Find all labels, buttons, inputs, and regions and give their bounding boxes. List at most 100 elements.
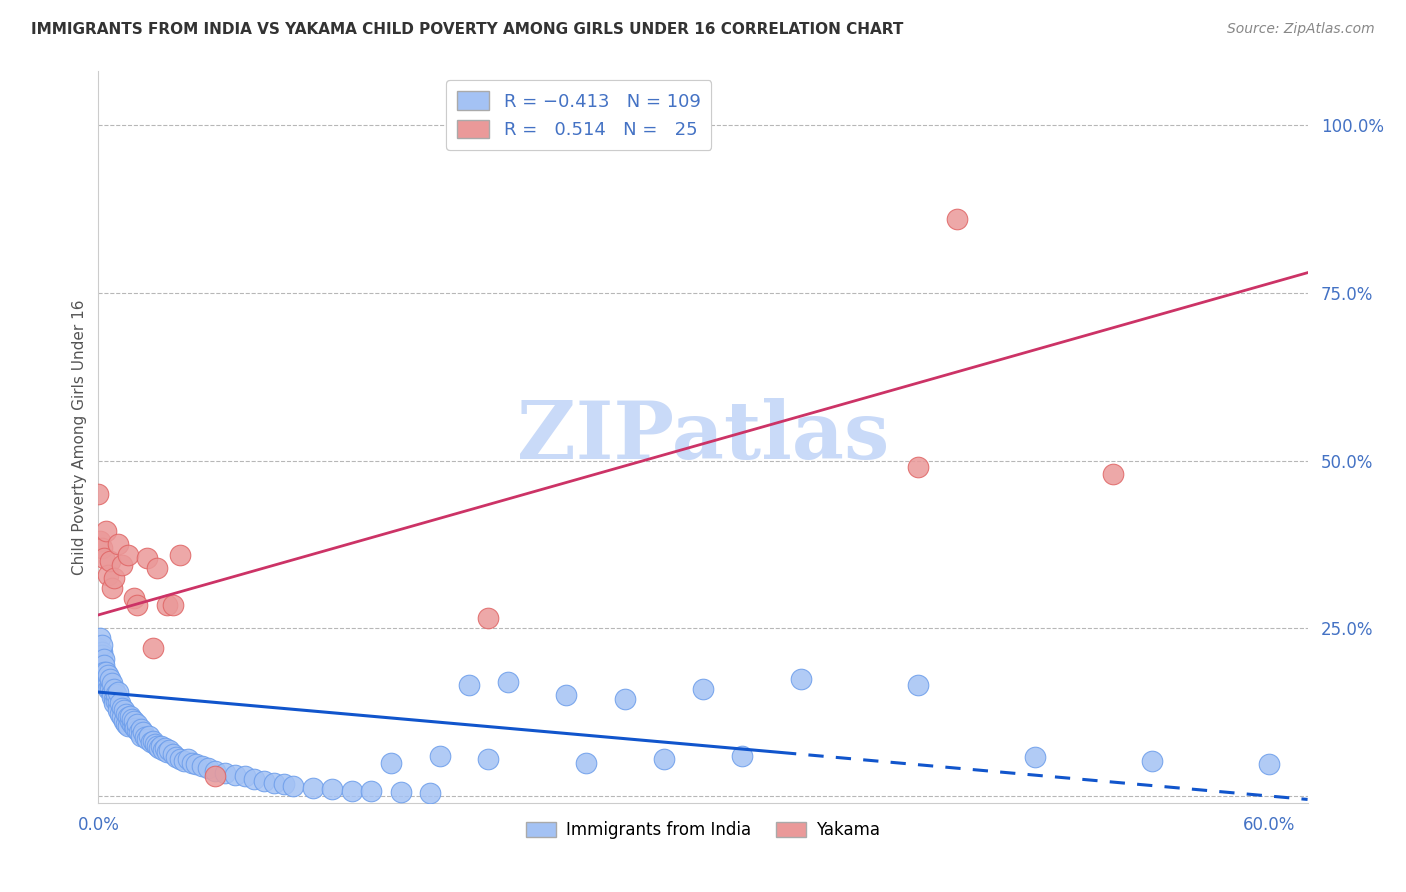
Point bbox=[148, 740, 170, 755]
Point bbox=[907, 678, 929, 692]
Point bbox=[134, 730, 156, 744]
Point bbox=[156, 746, 179, 760]
Point bbox=[107, 537, 129, 551]
Point bbox=[614, 691, 637, 706]
Point bbox=[91, 658, 114, 673]
Point bbox=[98, 681, 121, 695]
Point bbox=[197, 761, 219, 775]
Point bbox=[107, 685, 129, 699]
Point bbox=[157, 743, 180, 757]
Point bbox=[253, 774, 276, 789]
Point bbox=[114, 716, 136, 731]
Point bbox=[111, 710, 134, 724]
Point bbox=[575, 756, 598, 770]
Point bbox=[98, 672, 121, 686]
Point bbox=[87, 487, 110, 501]
Point bbox=[169, 752, 191, 766]
Point bbox=[389, 785, 412, 799]
Point bbox=[143, 737, 166, 751]
Point bbox=[111, 558, 134, 572]
Point bbox=[692, 681, 714, 696]
Point bbox=[104, 694, 127, 708]
Point bbox=[112, 714, 135, 728]
Point bbox=[263, 775, 285, 789]
Point bbox=[103, 681, 125, 696]
Point bbox=[121, 712, 143, 726]
Point bbox=[97, 567, 120, 582]
Point bbox=[117, 710, 139, 724]
Point bbox=[122, 714, 145, 728]
Point bbox=[360, 784, 382, 798]
Point bbox=[104, 687, 127, 701]
Point bbox=[945, 212, 967, 227]
Point bbox=[165, 750, 187, 764]
Point bbox=[91, 638, 114, 652]
Point bbox=[93, 550, 115, 565]
Point bbox=[87, 658, 110, 673]
Point bbox=[429, 748, 451, 763]
Point bbox=[169, 548, 191, 562]
Point bbox=[273, 777, 295, 791]
Point bbox=[91, 648, 114, 662]
Point bbox=[127, 723, 149, 738]
Point bbox=[173, 754, 195, 768]
Point bbox=[146, 739, 169, 753]
Point bbox=[108, 707, 131, 722]
Point bbox=[108, 697, 131, 711]
Point bbox=[101, 685, 124, 699]
Point bbox=[98, 554, 121, 568]
Point bbox=[132, 725, 155, 739]
Point bbox=[103, 691, 125, 706]
Point bbox=[97, 676, 120, 690]
Point bbox=[156, 598, 179, 612]
Point bbox=[224, 767, 246, 781]
Text: Source: ZipAtlas.com: Source: ZipAtlas.com bbox=[1227, 22, 1375, 37]
Point bbox=[731, 748, 754, 763]
Point bbox=[184, 756, 207, 771]
Point bbox=[93, 665, 115, 679]
Point bbox=[98, 683, 121, 698]
Point bbox=[204, 764, 226, 778]
Point bbox=[89, 632, 111, 646]
Point bbox=[96, 524, 118, 538]
Point bbox=[118, 714, 141, 728]
Point bbox=[87, 641, 110, 656]
Point bbox=[340, 783, 363, 797]
Point bbox=[555, 689, 578, 703]
Point bbox=[96, 678, 118, 692]
Point bbox=[96, 665, 118, 679]
Point bbox=[321, 782, 343, 797]
Point bbox=[907, 460, 929, 475]
Point bbox=[302, 780, 325, 795]
Point bbox=[162, 598, 184, 612]
Point bbox=[117, 548, 139, 562]
Point bbox=[93, 662, 115, 676]
Point bbox=[103, 697, 125, 711]
Point bbox=[122, 591, 145, 606]
Point bbox=[114, 707, 136, 722]
Point bbox=[139, 735, 162, 749]
Point bbox=[458, 678, 481, 692]
Point bbox=[128, 725, 150, 739]
Point bbox=[117, 718, 139, 732]
Point bbox=[91, 645, 114, 659]
Point bbox=[101, 581, 124, 595]
Point bbox=[101, 676, 124, 690]
Point bbox=[118, 708, 141, 723]
Point bbox=[204, 769, 226, 783]
Point bbox=[136, 550, 159, 565]
Point bbox=[89, 655, 111, 669]
Point bbox=[138, 729, 160, 743]
Point bbox=[380, 756, 402, 770]
Point bbox=[149, 739, 172, 753]
Point bbox=[91, 541, 114, 555]
Y-axis label: Child Poverty Among Girls Under 16: Child Poverty Among Girls Under 16 bbox=[72, 300, 87, 574]
Text: ZIPatlas: ZIPatlas bbox=[517, 398, 889, 476]
Point bbox=[124, 721, 146, 735]
Point bbox=[477, 752, 499, 766]
Point bbox=[127, 598, 149, 612]
Legend: Immigrants from India, Yakama: Immigrants from India, Yakama bbox=[519, 814, 887, 846]
Point bbox=[177, 752, 200, 766]
Point bbox=[1257, 756, 1279, 771]
Point bbox=[152, 743, 174, 757]
